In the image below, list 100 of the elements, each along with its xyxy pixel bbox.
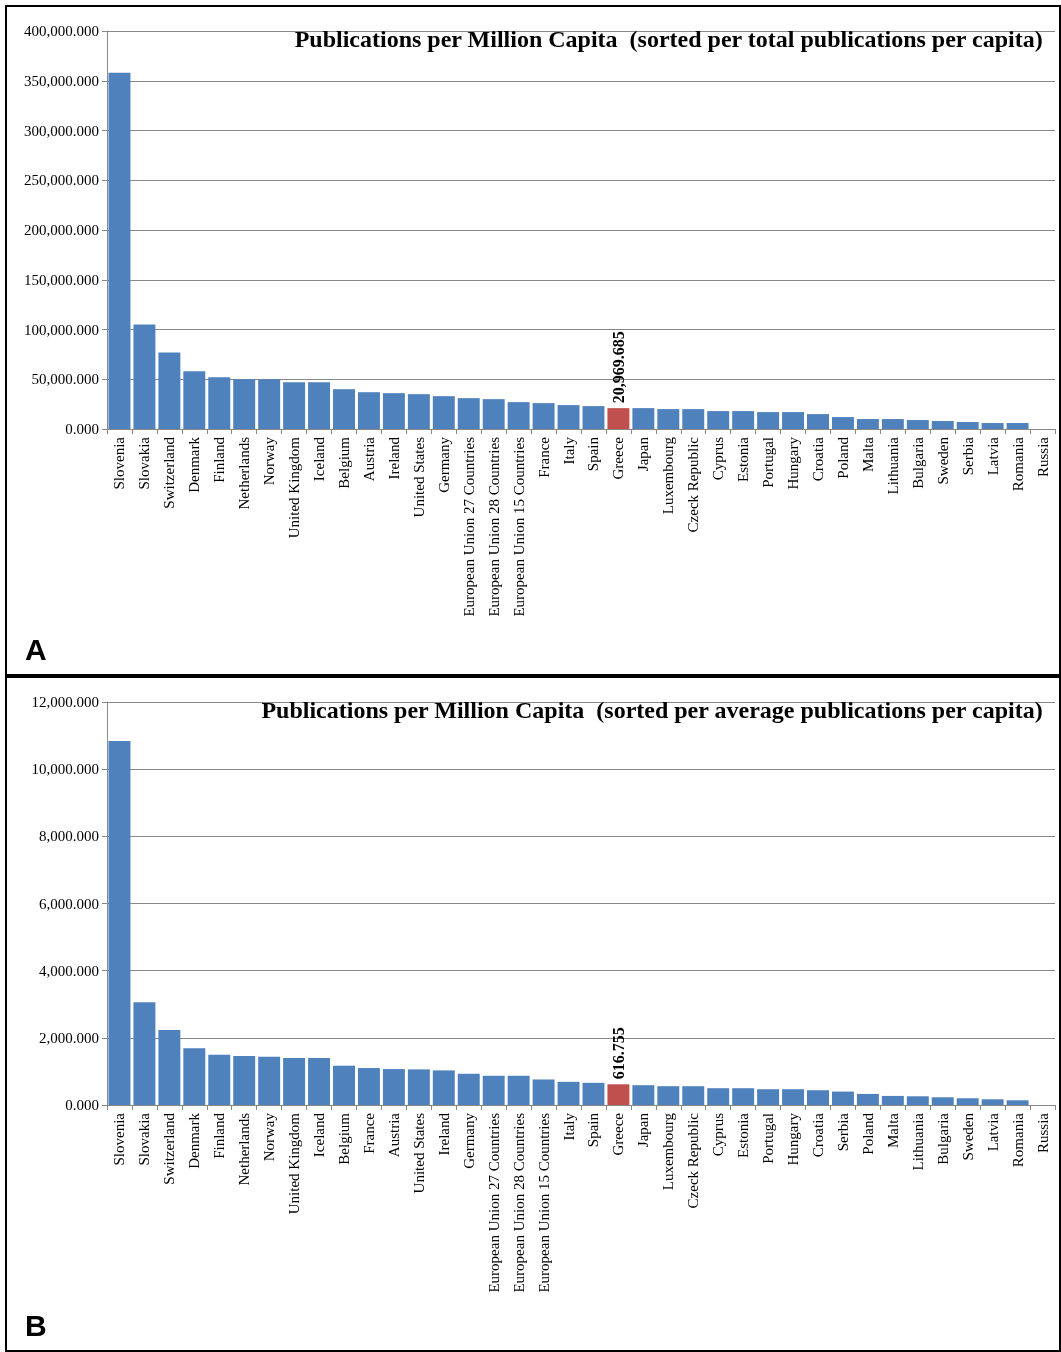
- bar: [757, 1089, 780, 1105]
- y-tick-label: 50,000.000: [31, 371, 99, 388]
- x-tick-label: Switzerland: [161, 1112, 178, 1185]
- x-tick-label: Greece: [610, 436, 627, 480]
- x-tick-label: Lithuania: [909, 1112, 926, 1171]
- x-tick-label: Cyprus: [710, 436, 727, 481]
- x-tick-label: European Union 15 Countries: [535, 1112, 552, 1293]
- x-tick-label: Slovakia: [136, 1112, 153, 1166]
- x-tick-label: Romania: [1009, 436, 1026, 492]
- bar: [457, 1073, 480, 1105]
- x-tick-label: United Kingdom: [286, 1112, 303, 1215]
- chart-title: Publications per Million Capita (sorted per total publications per capita): [294, 26, 1043, 52]
- x-tick-label: France: [360, 1112, 377, 1154]
- bar: [807, 1090, 829, 1105]
- x-tick-label: Belgium: [336, 436, 352, 489]
- bar: [557, 405, 580, 429]
- x-tick-label: European Union 28 Countries: [510, 1112, 527, 1293]
- x-tick-label: Serbia: [959, 436, 976, 476]
- bar: [831, 417, 854, 429]
- x-tick-label: Denmark: [186, 1112, 203, 1169]
- bar: [233, 1055, 256, 1105]
- y-tick-label: 10,000.000: [31, 761, 99, 778]
- x-tick-label: Romania: [1009, 1112, 1026, 1168]
- x-tick-label: Finland: [211, 1112, 228, 1159]
- x-tick-label: Belgium: [336, 1112, 352, 1165]
- bar: [432, 396, 455, 429]
- bar: [407, 1069, 430, 1105]
- x-tick-label: Croatia: [810, 1112, 826, 1158]
- bar: [582, 406, 605, 429]
- x-tick-label: Italy: [560, 436, 577, 465]
- bar: [931, 1097, 954, 1105]
- bar: [856, 419, 879, 429]
- y-tick-label: 400,000.000: [24, 23, 99, 39]
- bar: [183, 1048, 206, 1105]
- x-tick-label: Luxembourg: [660, 1112, 677, 1191]
- bar: [158, 1030, 181, 1105]
- y-tick-label: 0.000: [65, 421, 99, 437]
- x-tick-label: Portugal: [760, 1113, 777, 1164]
- x-tick-label: Germany: [435, 436, 452, 493]
- bar: [906, 420, 929, 429]
- bar: [707, 411, 730, 429]
- x-tick-label: Bulgaria: [934, 1112, 951, 1165]
- x-tick-label: Iceland: [311, 1112, 328, 1158]
- bar: [532, 403, 555, 429]
- bar: [632, 408, 655, 429]
- bar: [607, 408, 630, 429]
- x-tick-label: United States: [410, 436, 427, 518]
- x-tick-label: Hungary: [785, 436, 802, 490]
- data-label: 20,969.685: [609, 331, 627, 404]
- x-tick-label: Serbia: [834, 1112, 851, 1152]
- bar: [357, 1068, 380, 1105]
- x-tick-label: Ireland: [385, 436, 402, 480]
- bar: [782, 1089, 805, 1105]
- x-tick-label: Finland: [211, 436, 228, 483]
- bar: [108, 72, 131, 429]
- bar: [732, 1088, 755, 1105]
- bar: [707, 1088, 730, 1105]
- x-tick-label: Russia: [1034, 1112, 1051, 1154]
- x-tick-label: Japan: [635, 436, 652, 472]
- x-tick-label: Estonia: [735, 436, 752, 482]
- bar: [407, 394, 430, 429]
- x-tick-label: Lithuania: [884, 436, 901, 495]
- x-tick-label: Poland: [834, 436, 851, 479]
- x-tick-label: France: [535, 436, 552, 478]
- bar: [208, 377, 231, 429]
- y-tick-label: 350,000.000: [24, 72, 99, 89]
- x-tick-label: Spain: [585, 436, 602, 472]
- bar: [956, 1098, 979, 1105]
- bar: [856, 1093, 879, 1105]
- bar: [931, 421, 954, 429]
- bar: [757, 412, 780, 429]
- x-tick-label: Greece: [610, 1112, 627, 1156]
- x-tick-label: Netherlands: [236, 436, 253, 510]
- x-tick-label: Denmark: [186, 436, 203, 493]
- bar: [308, 382, 331, 429]
- bar: [208, 1054, 231, 1105]
- bar: [133, 1002, 156, 1105]
- x-tick-label: Hungary: [785, 1112, 802, 1166]
- x-tick-label: Norway: [261, 436, 278, 486]
- bar: [782, 412, 805, 429]
- bar: [158, 352, 181, 429]
- y-tick-label: 100,000.000: [24, 321, 99, 338]
- x-tick-label: Austria: [385, 1112, 402, 1158]
- bar: [956, 422, 979, 429]
- bar: [682, 1086, 705, 1105]
- x-tick-label: Malta: [884, 1112, 901, 1148]
- x-tick-label: Estonia: [735, 1112, 752, 1158]
- bar: [831, 1091, 854, 1105]
- data-label: 616.755: [609, 1027, 627, 1080]
- x-tick-label: Croatia: [810, 436, 826, 482]
- x-tick-label: European Union 28 Countries: [485, 436, 502, 617]
- chart-title: Publications per Million Capita (sorted per average publications per capita): [261, 697, 1043, 723]
- x-tick-label: Netherlands: [236, 1112, 253, 1186]
- bar: [183, 371, 206, 429]
- bar: [333, 1065, 355, 1105]
- x-tick-label: Japan: [635, 1112, 652, 1148]
- bar: [507, 402, 530, 429]
- bar: [457, 398, 480, 429]
- x-tick-label: Slovenia: [111, 1112, 128, 1166]
- bar: [233, 379, 256, 429]
